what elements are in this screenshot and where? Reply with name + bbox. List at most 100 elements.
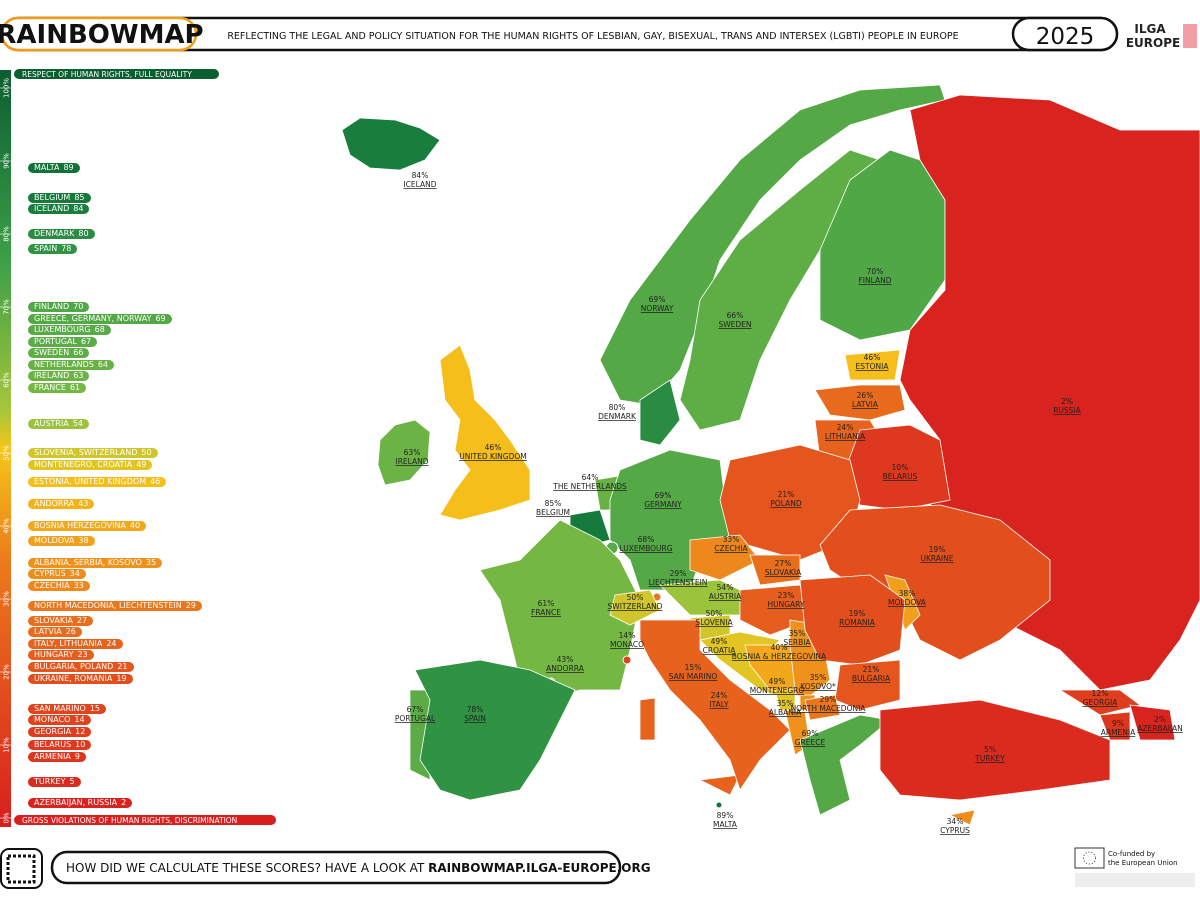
country-score-label: 24% — [837, 423, 854, 432]
legend-entry: MONACO 14 — [28, 715, 91, 725]
country-island — [639, 697, 656, 741]
country-score-label: 21% — [863, 665, 880, 674]
legend-entry: CYPRUS 34 — [28, 569, 86, 579]
country-name-label: HUNGARY — [768, 600, 805, 609]
country-shape — [1129, 704, 1176, 741]
country-name-label: UNITED KINGDOM — [459, 452, 527, 461]
country-name-label: RUSSIA — [1053, 406, 1081, 415]
scale-tick-label: 40% — [3, 518, 11, 534]
country-name-label: CZECHIA — [714, 544, 748, 553]
country-name-label: ITALY — [709, 700, 729, 709]
country-name-label: SLOVAKIA — [765, 568, 802, 577]
legend-names: NORTH MACEDONIA, LIECHTENSTEIN — [34, 601, 182, 611]
country-name-label: LUXEMBOURG — [619, 544, 672, 553]
legend-score: 40 — [129, 521, 141, 530]
scale-tick-label: 100% — [3, 78, 11, 98]
legend-names: FINLAND — [34, 302, 70, 311]
country-score-label: 29% — [670, 569, 687, 578]
legend-names: SAN MARINO — [34, 703, 86, 713]
country-score-label: 35% — [789, 629, 806, 638]
legend-score: 26 — [65, 627, 76, 637]
scale-tick-label: 90% — [3, 153, 11, 169]
country-name-label: MALTA — [713, 820, 738, 829]
year: 2025 — [1036, 24, 1095, 50]
country-score-label: 69% — [649, 295, 666, 304]
country-name-label: ALBANIA — [769, 708, 802, 717]
disclaimer-block — [1075, 873, 1195, 887]
country-score-label: 69% — [655, 491, 672, 500]
legend-entry: NETHERLANDS 64 — [28, 359, 115, 370]
legend-names: ESTONIA, UNITED KINGDOM — [34, 477, 147, 487]
legend-score: 67 — [80, 336, 92, 346]
country-name-label: PORTUGAL — [395, 714, 436, 723]
country-shape — [1058, 689, 1141, 716]
country-name-label: MOLDOVA — [888, 598, 927, 607]
eu-line-1: Co-funded by — [1108, 850, 1155, 858]
country-island — [698, 774, 741, 796]
scale-tick-label: 20% — [3, 664, 11, 680]
country-name-label: ANDORRA — [546, 664, 585, 673]
footer-url[interactable]: RAINBOWMAP.ILGA-EUROPE.ORG — [428, 861, 650, 875]
country-shape — [377, 419, 431, 486]
legend-entry: LATVIA 26 — [28, 627, 82, 638]
country-shape — [439, 344, 531, 521]
country-name-label: LITHUANIA — [825, 432, 866, 441]
country-score-label: 35% — [777, 699, 794, 708]
country-score-label: 33% — [723, 535, 740, 544]
country-shape — [689, 534, 761, 581]
legend-entry: SLOVENIA, SWITZERLAND 50 — [28, 448, 158, 458]
country-score-label: 24% — [711, 691, 728, 700]
org-line-1: ILGA — [1134, 22, 1166, 36]
legend-score: 69 — [155, 313, 166, 323]
legend-names: ITALY, LITHUANIA — [34, 638, 103, 648]
legend-score: 66 — [73, 348, 84, 357]
country-score-label: 49% — [769, 677, 786, 686]
scale-tick-label: 10% — [3, 737, 11, 753]
legend-entry: MONTENEGRO, CROATIA 49 — [28, 459, 153, 470]
country-name-label: SPAIN — [464, 714, 486, 723]
country-name-label: UKRAINE — [920, 554, 953, 563]
scale-tick-label: 70% — [3, 299, 11, 315]
countries — [341, 84, 1200, 826]
org-dots — [1183, 24, 1197, 48]
legend-names: MONACO — [34, 715, 71, 724]
country-shape — [609, 589, 661, 626]
legend-score: 19 — [116, 674, 127, 684]
country-name-label: NORWAY — [641, 304, 674, 313]
legend-names: BOSNIA HERZEGOVINA — [34, 521, 126, 530]
country-name-label: SLOVENIA — [695, 618, 733, 627]
legend-entry: ITALY, LITHUANIA 24 — [28, 638, 123, 649]
country-score-label: 64% — [582, 473, 599, 482]
legend-score: 15 — [89, 703, 100, 713]
country-score-label: 84% — [412, 171, 429, 180]
legend-score: 12 — [75, 726, 86, 736]
country-score-label: 12% — [1092, 689, 1109, 698]
legend-entry: GEORGIA 12 — [28, 726, 92, 737]
country-score-label: 19% — [849, 609, 866, 618]
legend-score: 10 — [75, 740, 86, 749]
qr-code — [6, 854, 36, 884]
scale-top-label: RESPECT OF HUMAN RIGHTS, FULL EQUALITY — [22, 70, 192, 79]
legend-names: UKRAINE, ROMANIA — [34, 674, 113, 684]
country-name-label: ESTONIA — [856, 362, 890, 371]
legend-names: GEORGIA — [34, 726, 72, 736]
country-name-label: BELGIUM — [536, 508, 570, 517]
legend-names: BELARUS — [34, 740, 72, 749]
legend-names: FRANCE — [34, 382, 66, 392]
legend-entry: HUNGARY 23 — [28, 650, 94, 661]
country-shape — [1099, 711, 1131, 741]
country-name-label: ARMENIA — [1101, 728, 1136, 737]
legend-score: 5 — [69, 776, 75, 786]
country-name-label: DENMARK — [598, 412, 637, 421]
legend-names: CZECHIA — [34, 580, 70, 590]
country-score-label: 63% — [404, 448, 421, 457]
country-score-label: 43% — [557, 655, 574, 664]
country-score-label: 34% — [947, 817, 964, 826]
country-score-label: 15% — [685, 663, 702, 672]
country-score-label: 46% — [485, 443, 502, 452]
country-score-label: 35% — [810, 673, 827, 682]
legend-score: 34 — [69, 569, 80, 578]
legend-score: 2 — [121, 798, 127, 808]
